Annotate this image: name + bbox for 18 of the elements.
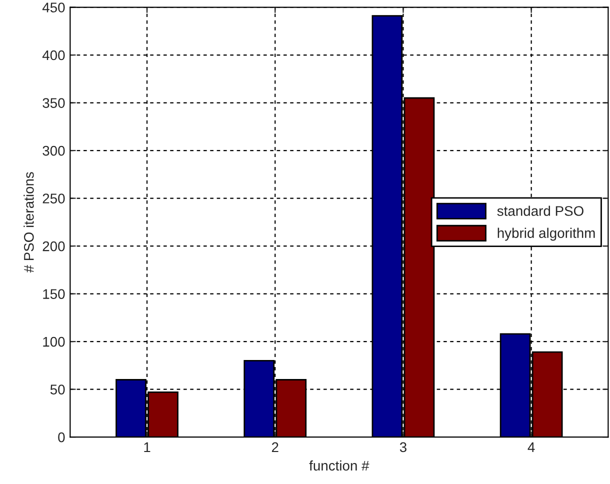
x-tick-label: 3 <box>400 442 406 452</box>
y-tick-label: 200 <box>42 241 65 252</box>
x-tick-label: 4 <box>528 442 535 452</box>
x-tick-label: 1 <box>144 442 150 452</box>
x-tick-label: 2 <box>272 442 278 452</box>
legend-label: standard PSO <box>497 206 584 216</box>
x-axis-title: function # <box>309 460 370 471</box>
y-tick-label: 350 <box>42 98 65 108</box>
y-tick-label: 400 <box>42 50 65 60</box>
y-tick-label: 0 <box>58 432 65 442</box>
y-axis-title: # PSO iterations <box>24 172 34 273</box>
y-tick-label: 450 <box>42 2 65 12</box>
y-tick-label: 50 <box>50 384 65 394</box>
y-tick-label: 300 <box>42 146 65 156</box>
y-tick-label: 100 <box>43 336 65 347</box>
y-tick-label: 150 <box>43 289 65 299</box>
legend-label: hybrid algorithm <box>498 228 595 241</box>
y-tick-label: 250 <box>42 194 65 204</box>
